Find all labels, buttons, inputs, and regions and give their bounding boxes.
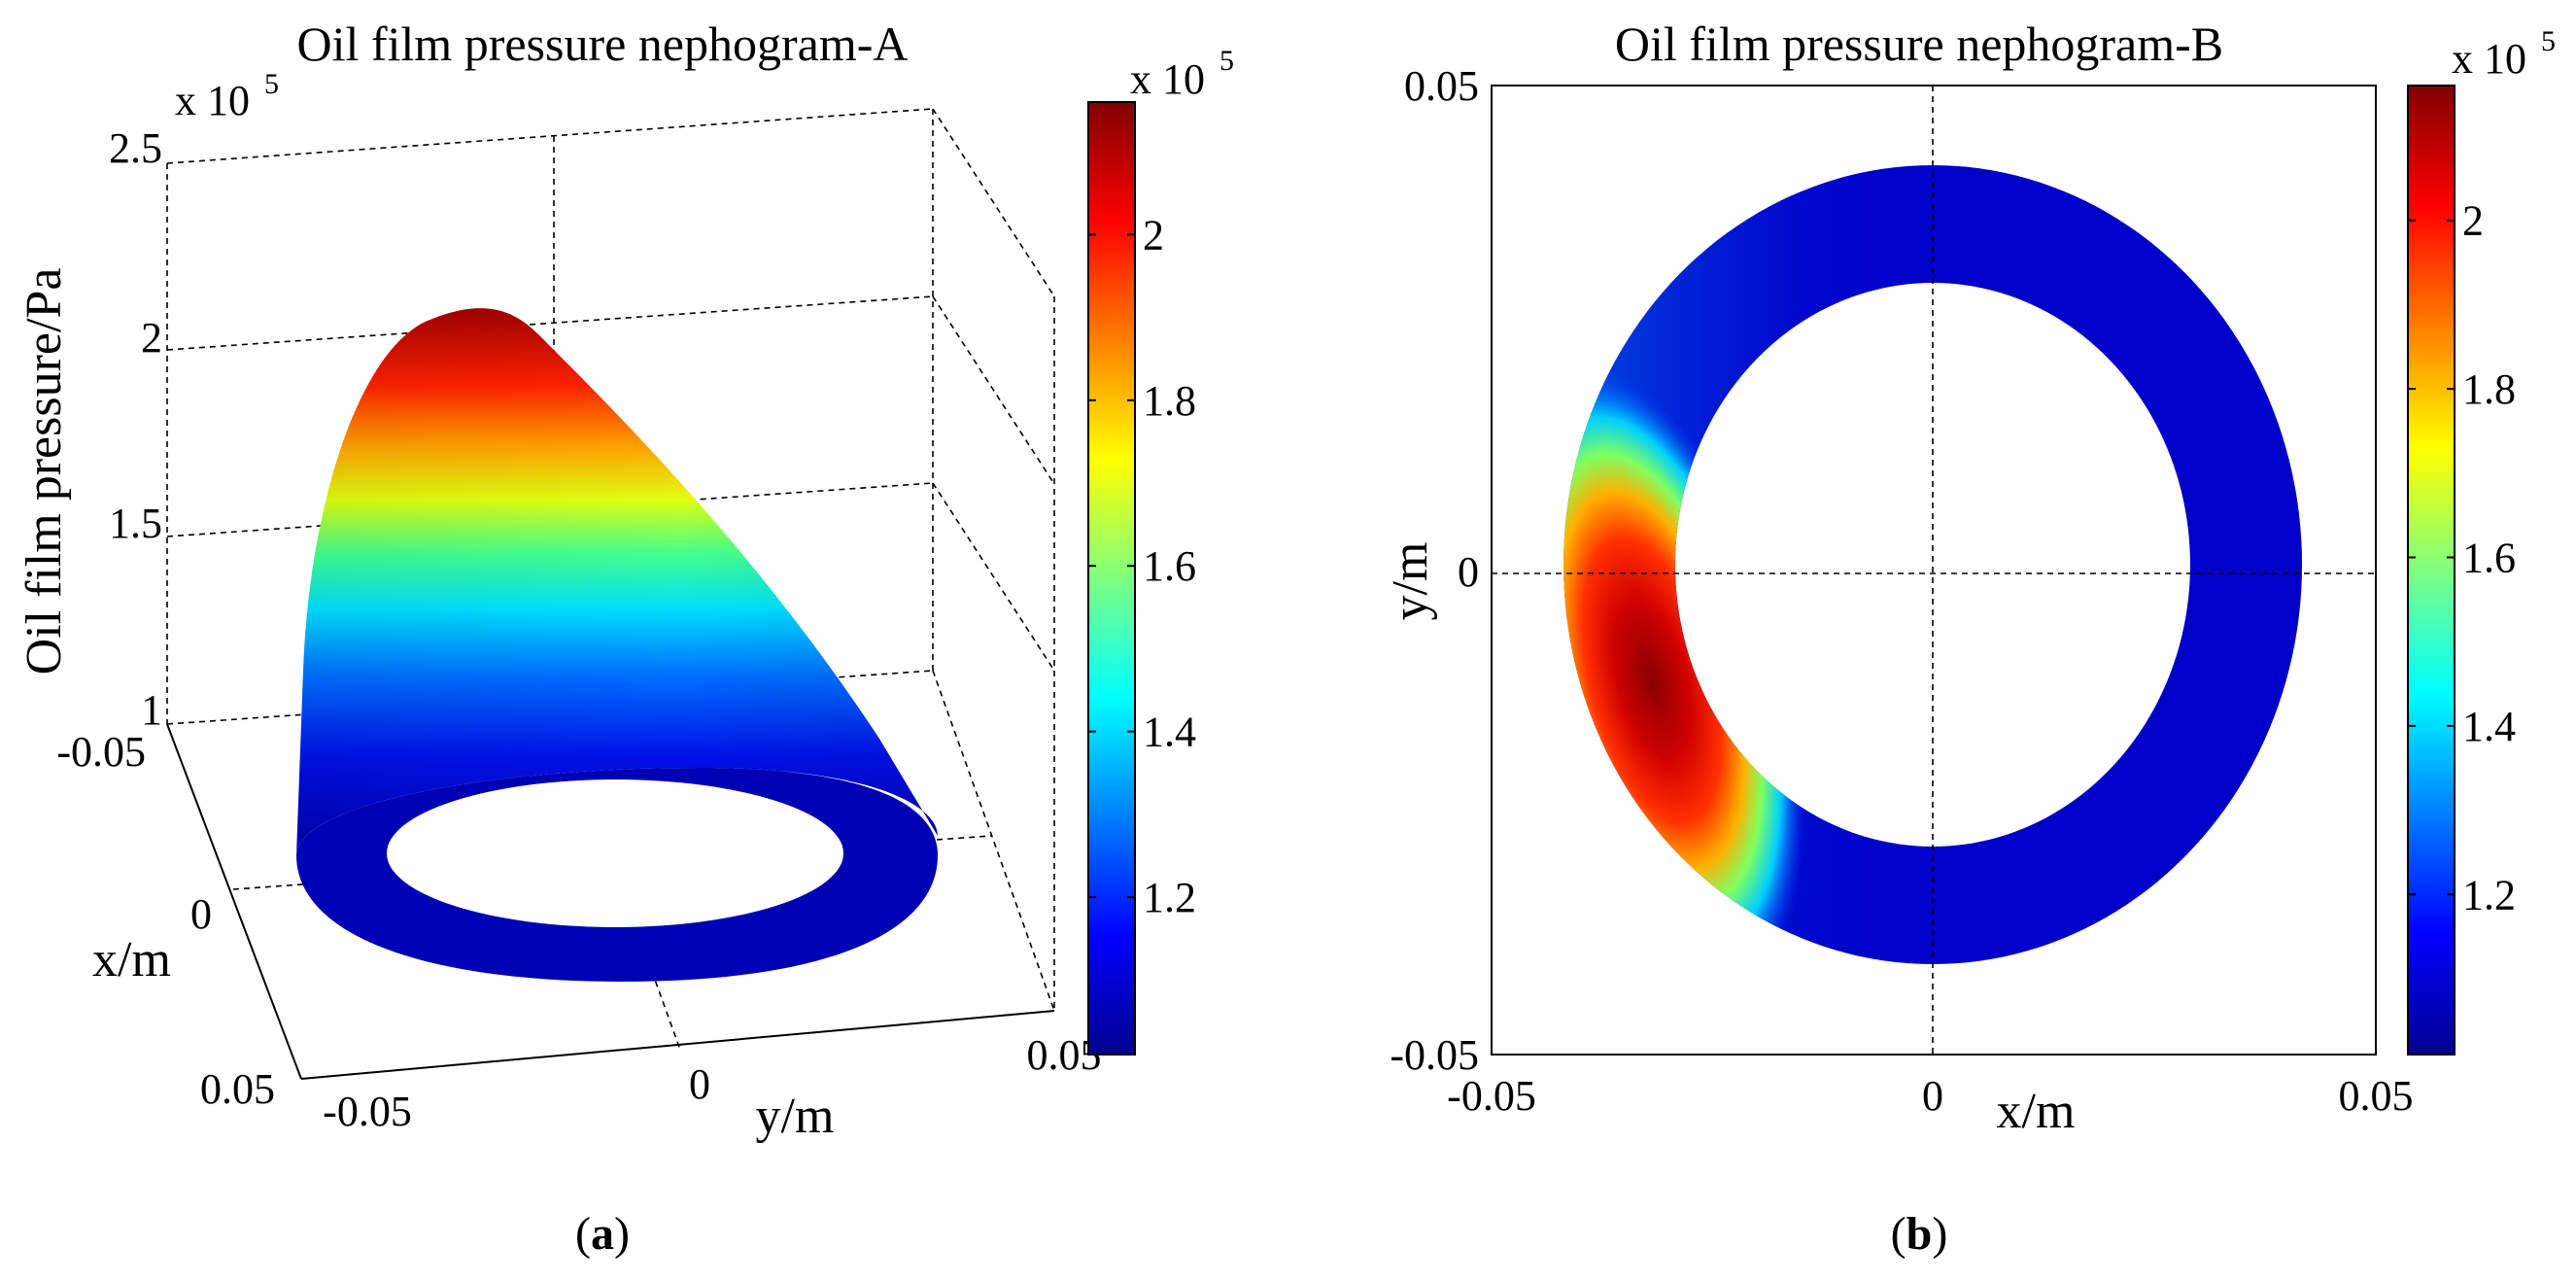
panel-a-base-axes: [166, 723, 1055, 1080]
z-tick-2: 2: [141, 314, 162, 362]
x-tick-zero: 0: [190, 890, 212, 938]
colorbar-b-gradient: [2407, 85, 2456, 1056]
colorbar-b-exponent: 5: [2541, 25, 2556, 57]
colorbar-b: x 10 5 2 1.8 1.6 1.4 1.2: [2407, 25, 2556, 1056]
pressure-surface-shading: [296, 308, 938, 856]
x-tick-pos: 0.05: [200, 1065, 275, 1113]
b-x-tick-right: 0.05: [2339, 1072, 2414, 1120]
z-tick-2-5: 2.5: [109, 124, 162, 172]
colorbar-tick-label: 1.2: [1143, 874, 1196, 921]
colorbar-b-multiplier: x 10: [2452, 35, 2526, 83]
colorbar-tick-label: 1.8: [2462, 365, 2516, 413]
panel-b-ylabel: y/m: [1383, 542, 1438, 621]
panel-b-grid: [1492, 86, 2376, 1055]
panel-a-title: Oil film pressure nephogram-A: [296, 17, 908, 71]
colorbar-a: x 10 5 2 1.8 1.6 1.4 1.2: [1087, 45, 1234, 1056]
z-multiplier: x 10: [175, 77, 250, 124]
caption-b: (b): [1891, 1208, 1948, 1260]
panel-a-zlabel: Oil film pressure/Pa: [17, 268, 72, 675]
colorbar-tick-label: 1.8: [1143, 377, 1196, 425]
colorbar-tick-label: 1.4: [2462, 703, 2516, 750]
panel-b-title: Oil film pressure nephogram-B: [1615, 17, 2223, 71]
b-y-tick-top: 0.05: [1404, 62, 1479, 110]
colorbar-tick-label: 2: [1143, 211, 1164, 259]
panel-a-ylabel: y/m: [756, 1089, 835, 1144]
y-tick-neg: -0.05: [323, 1088, 412, 1135]
b-x-tick-mid: 0: [1922, 1072, 1943, 1120]
caption-a: (a): [575, 1208, 630, 1260]
colorbar-a-exponent: 5: [1219, 45, 1234, 77]
colorbar-tick-label: 1.4: [1143, 709, 1196, 756]
y-tick-zero: 0: [689, 1060, 710, 1108]
b-y-tick-mid: 0: [1458, 548, 1479, 596]
panel-b-xlabel: x/m: [1997, 1084, 2076, 1139]
b-x-tick-left: -0.05: [1447, 1072, 1536, 1120]
colorbar-a-multiplier: x 10: [1130, 55, 1205, 103]
b-y-tick-bottom: -0.05: [1390, 1031, 1479, 1079]
colorbar-tick-label: 1.2: [2462, 871, 2516, 918]
panel-a: Oil film pressure nephogram-A: [17, 17, 1234, 1260]
colorbar-a-gradient: [1087, 101, 1136, 1056]
x-tick-neg: -0.05: [56, 728, 146, 776]
colorbar-tick-label: 1.6: [1143, 542, 1196, 590]
z-exponent: 5: [264, 68, 279, 100]
z-tick-1: 1: [141, 686, 162, 734]
colorbar-tick-label: 1.6: [2462, 534, 2516, 581]
panel-b: Oil film pressure nephogram-B 0.05 0 -0.…: [1383, 17, 2556, 1260]
panel-a-xlabel: x/m: [92, 932, 171, 987]
z-tick-1-5: 1.5: [109, 500, 162, 547]
colorbar-tick-label: 2: [2462, 197, 2484, 245]
pressure-surface-hole: [387, 779, 843, 927]
